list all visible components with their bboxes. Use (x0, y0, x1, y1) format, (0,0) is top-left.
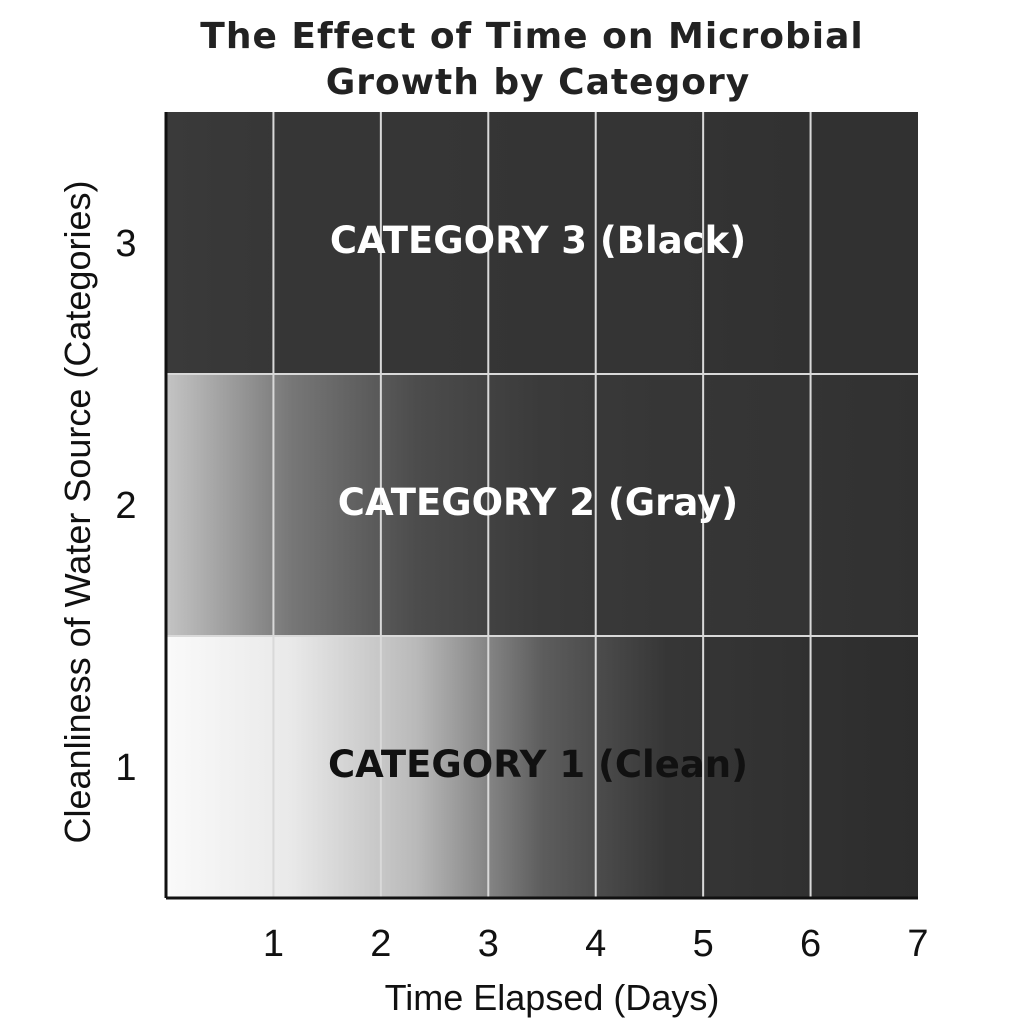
y-tick-label: 2 (115, 485, 136, 527)
x-tick-label: 6 (800, 923, 821, 965)
x-tick-label: 5 (693, 923, 714, 965)
y-tick-label: 3 (115, 223, 136, 265)
chart-title-line-2: Growth by Category (326, 62, 751, 103)
heatmap-bands (166, 112, 918, 898)
category-3-band (166, 112, 918, 374)
category-labels: CATEGORY 1 (Clean) CATEGORY 2 (Gray) CATEG… (328, 219, 748, 786)
category-3-label: CATEGORY 3 (Black) (330, 219, 746, 262)
category-1-band (166, 636, 918, 898)
x-tick-label: 4 (585, 923, 606, 965)
x-axis-label: Time Elapsed (Days) (385, 977, 720, 1018)
x-tick-label: 7 (907, 923, 928, 965)
grid-lines (166, 112, 918, 898)
category-2-label: CATEGORY 2 (Gray) (338, 481, 738, 524)
category-2-band (166, 374, 918, 636)
y-tick-label: 1 (115, 747, 136, 789)
y-axis-label: Cleanliness of Water Source (Categories) (57, 181, 98, 844)
x-tick-labels: 1 2 3 4 5 6 7 (263, 923, 929, 965)
category-1-label: CATEGORY 1 (Clean) (328, 743, 748, 786)
x-tick-label: 2 (370, 923, 391, 965)
y-tick-labels: 1 2 3 (115, 223, 136, 789)
chart-title-line-1: The Effect of Time on Microbial (200, 16, 863, 57)
x-tick-label: 3 (478, 923, 499, 965)
x-tick-label: 1 (263, 923, 284, 965)
